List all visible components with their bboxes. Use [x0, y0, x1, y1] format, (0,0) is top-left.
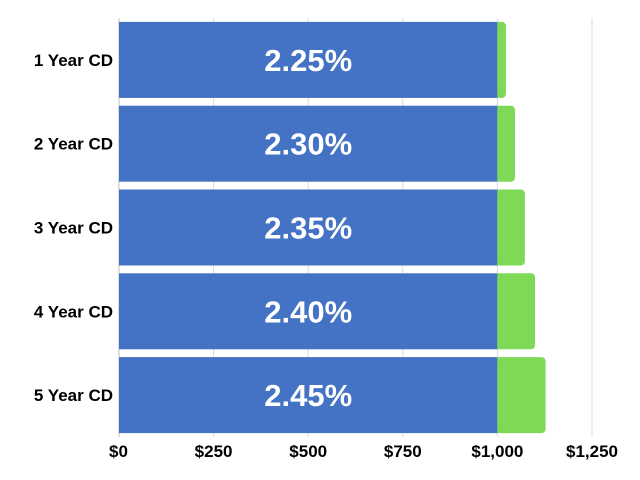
category-label: 3 Year CD [34, 219, 113, 238]
bar-segment-growth [497, 273, 536, 350]
rate-data-label: 2.30% [264, 127, 352, 162]
category-label: 2 Year CD [34, 135, 113, 154]
rate-data-label: 2.40% [264, 294, 352, 329]
category-label: 4 Year CD [34, 302, 113, 321]
bar-segment-growth-edge [497, 21, 502, 98]
x-tick-label: $0 [109, 442, 128, 461]
rate-data-label: 2.25% [264, 43, 352, 78]
category-label: 5 Year CD [34, 386, 113, 405]
bar-segment-growth [497, 189, 525, 266]
category-label: 1 Year CD [34, 51, 113, 70]
bar-segment-growth-edge [497, 273, 502, 350]
bar-segment-principal [119, 21, 498, 98]
x-tick-label: $1,000 [471, 442, 523, 461]
bar-segment-growth [497, 105, 516, 182]
rate-data-label: 2.35% [264, 211, 352, 246]
value-axis: $0 $250 $500 $750 $1,000 $1,250 [109, 442, 618, 461]
category-axis: 1 Year CD 2 Year CD 3 Year CD 4 Year CD 5 Ye… [34, 51, 113, 405]
bar-segment-growth [497, 357, 546, 434]
x-tick-label: $1,250 [566, 442, 618, 461]
bar-segment-principal [119, 189, 498, 266]
bar-segment-growth-edge [497, 357, 502, 434]
bar-segment-growth-edge [497, 189, 502, 266]
x-tick-label: $500 [289, 442, 327, 461]
data-labels: 2.25% 2.30% 2.35% 2.40% 2.45% [264, 43, 352, 413]
bar-segment-principal [119, 273, 498, 350]
x-tick-label: $250 [195, 442, 233, 461]
rate-data-label: 2.45% [264, 378, 352, 413]
bars [119, 21, 546, 434]
x-tick-label: $750 [384, 442, 422, 461]
bar-segment-growth-edge [497, 105, 502, 182]
bar-segment-principal [119, 105, 498, 182]
bar-segment-principal [119, 357, 498, 434]
